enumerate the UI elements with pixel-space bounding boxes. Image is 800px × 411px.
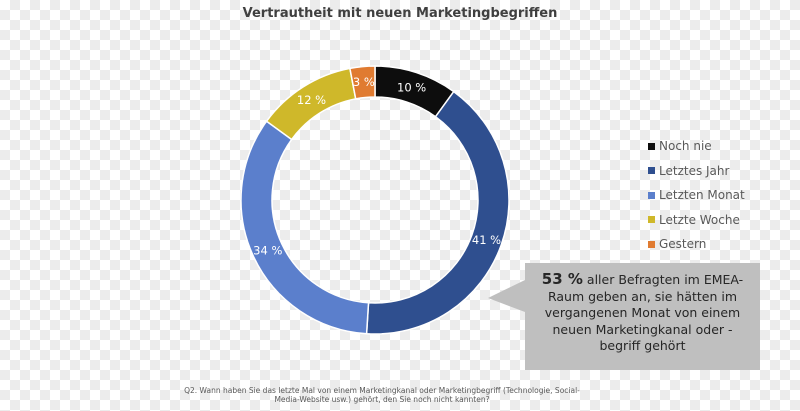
callout-highlight: 53 % bbox=[541, 270, 583, 288]
slice-label: 12 % bbox=[297, 93, 326, 107]
slice-letzten-monat bbox=[240, 120, 370, 335]
callout-box: 53 % aller Befragten im EMEA-Raum geben … bbox=[525, 263, 760, 370]
legend-label: Letztes Jahr bbox=[659, 163, 730, 178]
survey-question-footnote: Q2. Wann haben Sie das letzte Mal von ei… bbox=[184, 386, 580, 404]
legend-item-noch-nie: Noch nie bbox=[648, 134, 745, 159]
donut-slices bbox=[240, 65, 510, 335]
legend-swatch bbox=[648, 216, 655, 224]
legend-label: Gestern bbox=[659, 237, 707, 252]
legend-swatch bbox=[648, 167, 655, 175]
slice-gestern bbox=[349, 65, 376, 100]
legend-item-letzte-woche: Letzte Woche bbox=[648, 208, 745, 233]
slice-label: 10 % bbox=[397, 80, 426, 94]
legend-label: Noch nie bbox=[659, 139, 712, 154]
chart-legend: Noch nie Letztes Jahr Letzten Monat Letz… bbox=[648, 134, 745, 257]
slice-letztes-jahr bbox=[365, 90, 510, 335]
legend-swatch bbox=[648, 191, 655, 199]
slice-label: 41 % bbox=[472, 233, 501, 247]
legend-swatch bbox=[648, 142, 655, 150]
slice-label: 3 % bbox=[353, 75, 375, 89]
slice-labels: 10 % 41 % 34 % 12 % 3 % bbox=[253, 75, 501, 257]
slice-label: 34 % bbox=[253, 243, 282, 257]
legend-item-letztes-jahr: Letztes Jahr bbox=[648, 159, 745, 184]
legend-item-letzten-monat: Letzten Monat bbox=[648, 183, 745, 208]
callout-text: aller Befragten im EMEA-Raum geben an, s… bbox=[544, 272, 744, 353]
legend-swatch bbox=[648, 240, 655, 248]
chart-title: Vertrautheit mit neuen Marketingbegriffe… bbox=[242, 6, 558, 21]
legend-item-gestern: Gestern bbox=[648, 232, 745, 257]
callout-pointer bbox=[488, 280, 525, 312]
legend-label: Letzte Woche bbox=[659, 212, 740, 227]
legend-label: Letzten Monat bbox=[659, 188, 745, 203]
